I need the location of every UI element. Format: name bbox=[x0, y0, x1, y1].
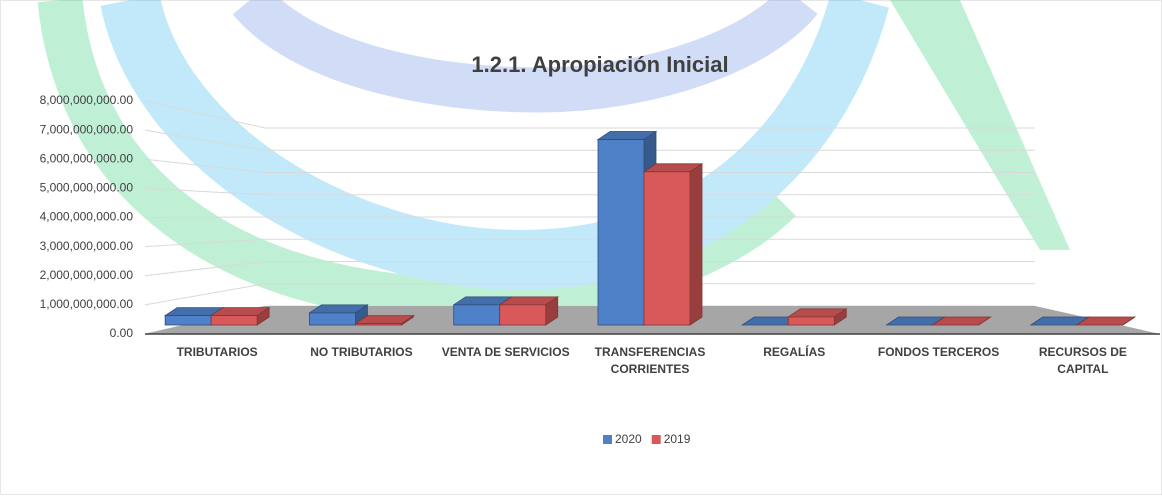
y-tick-label: 5,000,000,000.00 bbox=[40, 181, 134, 195]
x-tick-label: VENTA DE SERVICIOS bbox=[442, 345, 570, 359]
decor-arc bbox=[100, 0, 889, 291]
legend: 2020 2019 bbox=[603, 432, 691, 446]
bar-front bbox=[164, 315, 212, 326]
bar-side bbox=[1122, 316, 1136, 326]
x-tick-label-line: CAPITAL bbox=[1057, 362, 1108, 376]
y-tick-label: 7,000,000,000.00 bbox=[40, 122, 134, 136]
y-tick-label: 3,000,000,000.00 bbox=[40, 239, 134, 253]
bar-front bbox=[597, 139, 645, 326]
x-tick-label-line: CORRIENTES bbox=[611, 362, 690, 376]
bar-side bbox=[978, 316, 991, 326]
x-tick-label: TRIBUTARIOS bbox=[177, 345, 258, 359]
y-tick-label: 2,000,000,000.00 bbox=[40, 268, 134, 282]
bar-front bbox=[355, 323, 402, 326]
y-tick-label: 0.00 bbox=[110, 326, 134, 340]
legend-label: 2019 bbox=[664, 432, 691, 446]
bar-front bbox=[787, 316, 835, 326]
bar bbox=[786, 308, 848, 326]
x-tick-label: TRANSFERENCIAS CORRIENTES bbox=[595, 345, 706, 376]
bar-side bbox=[689, 163, 703, 326]
bar-front bbox=[210, 315, 258, 326]
bar bbox=[308, 304, 369, 326]
chart-title: 1.2.1. Apropiación Inicial bbox=[471, 52, 728, 77]
grid-line bbox=[144, 216, 1035, 218]
bar-front bbox=[309, 312, 356, 326]
bar bbox=[931, 316, 992, 326]
y-tick-label: 6,000,000,000.00 bbox=[40, 151, 134, 165]
x-tick-label-line: RECURSOS DE bbox=[1039, 345, 1127, 359]
decor-shape bbox=[890, 0, 1070, 250]
grid-line bbox=[144, 261, 1035, 277]
y-tick-label: 1,000,000,000.00 bbox=[40, 297, 134, 311]
bar bbox=[209, 306, 271, 326]
bar-front bbox=[643, 171, 691, 326]
x-tick-label: RECURSOS DE CAPITAL bbox=[1039, 345, 1127, 376]
bar bbox=[354, 314, 415, 326]
grid-line bbox=[144, 100, 1035, 129]
grid-line bbox=[144, 187, 1035, 196]
x-tick-label-line: TRANSFERENCIAS bbox=[595, 345, 706, 359]
legend-swatch bbox=[651, 435, 661, 444]
bar-front bbox=[499, 304, 547, 326]
x-tick-label: FONDOS TERCEROS bbox=[878, 345, 999, 359]
x-tick-label: NO TRIBUTARIOS bbox=[310, 345, 412, 359]
grid-line bbox=[144, 129, 1035, 151]
bar bbox=[498, 296, 560, 326]
grid-line bbox=[144, 238, 1035, 248]
legend-swatch bbox=[603, 435, 612, 444]
grid-line bbox=[144, 283, 1035, 306]
bar bbox=[1075, 316, 1137, 326]
legend-label: 2020 bbox=[615, 432, 642, 446]
y-tick-label: 8,000,000,000.00 bbox=[40, 93, 134, 107]
grid-line bbox=[144, 158, 1035, 173]
bar-front bbox=[453, 304, 501, 326]
x-tick-label: REGALÍAS bbox=[763, 344, 825, 359]
y-tick-label: 4,000,000,000.00 bbox=[40, 210, 134, 224]
decor-arc bbox=[232, 0, 818, 113]
bar bbox=[642, 163, 704, 326]
